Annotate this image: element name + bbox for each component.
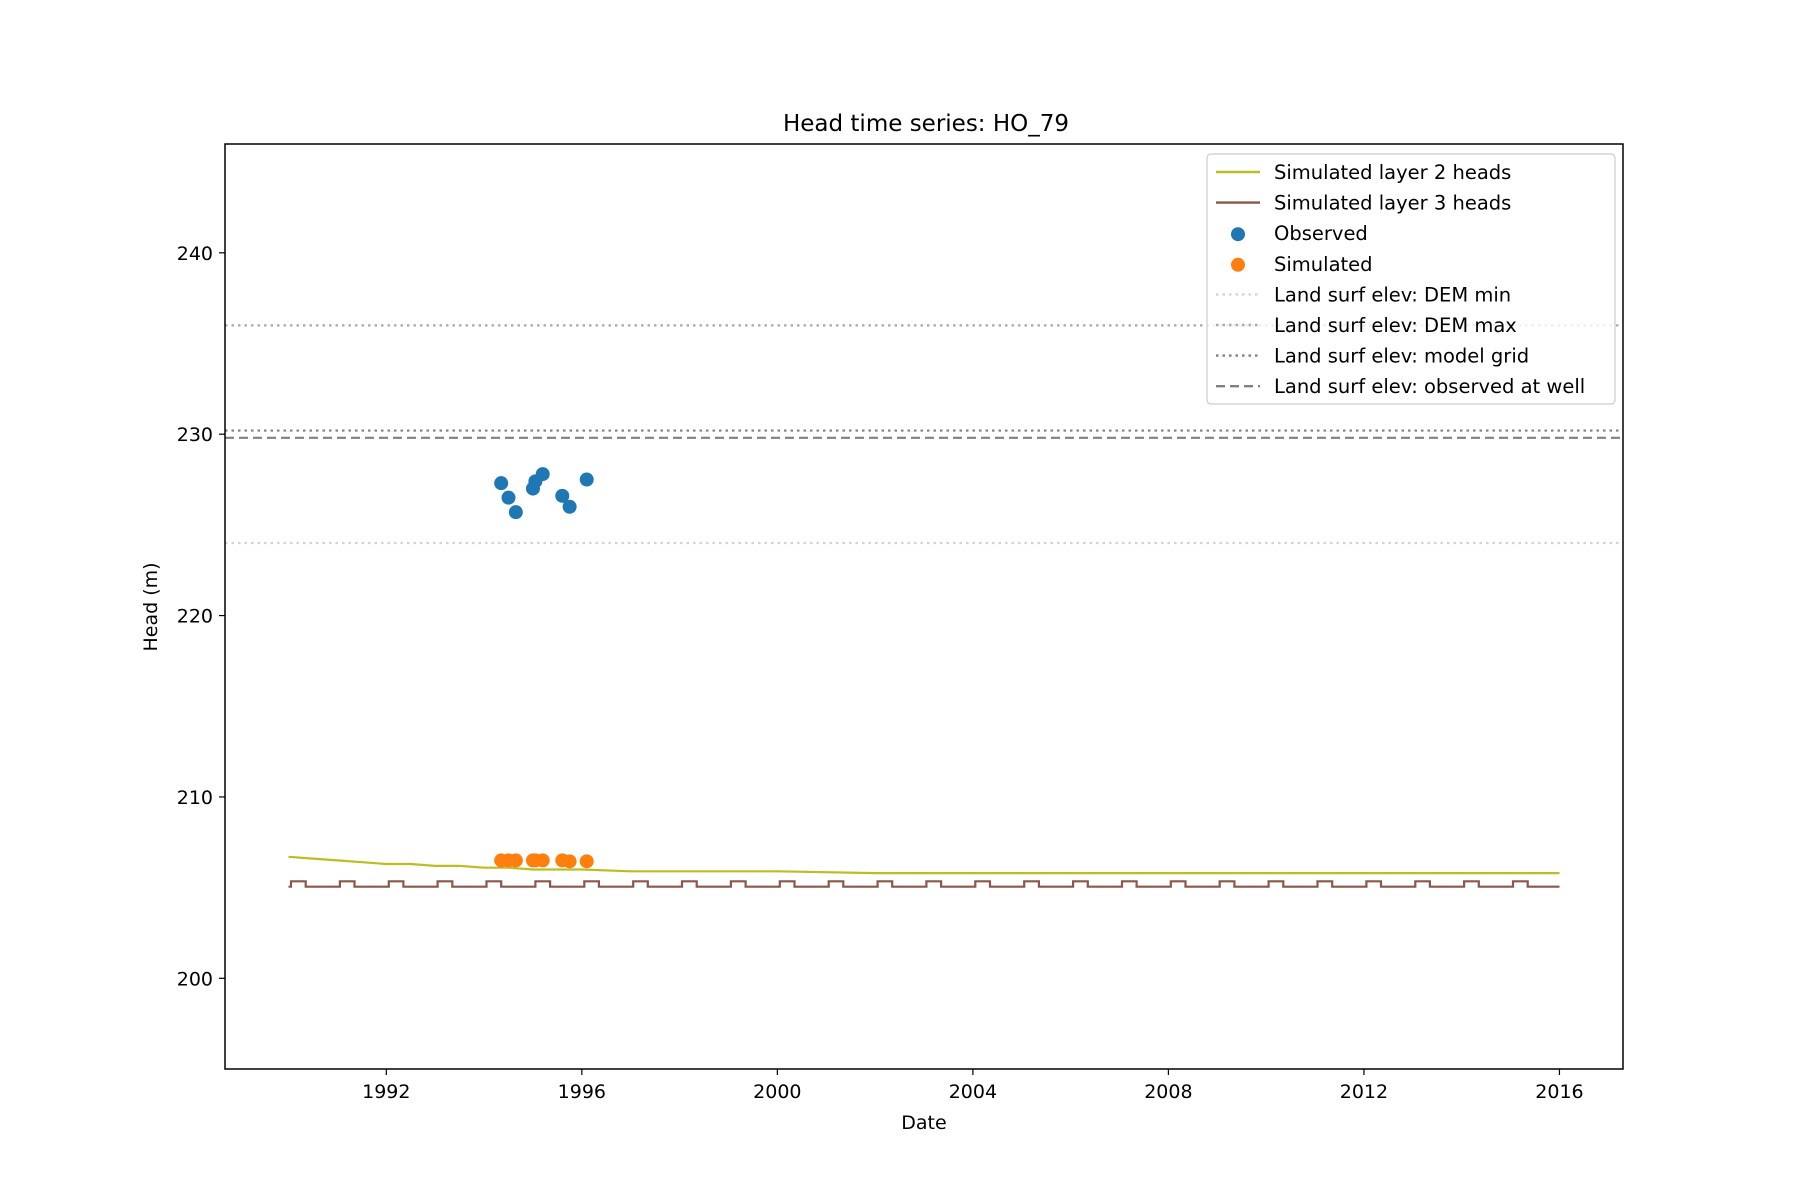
- observed-point: [555, 488, 570, 503]
- y-tick-label: 240: [177, 243, 213, 265]
- plot-area: [225, 324, 1623, 888]
- legend-label-land-surf-elev-dem-max: Land surf elev: DEM max: [1274, 314, 1517, 337]
- legend-marker-observed: [1231, 227, 1245, 242]
- x-tick-label: 1996: [558, 1081, 606, 1103]
- observed-point: [562, 499, 577, 514]
- x-tick-label: 1992: [362, 1081, 410, 1103]
- observed-point: [494, 476, 509, 491]
- x-tick-label: 2012: [1340, 1081, 1388, 1103]
- legend-label-land-surf-elev-observed-at-well: Land surf elev: observed at well: [1274, 375, 1585, 398]
- simulated-point: [508, 853, 523, 868]
- y-axis-label: Head (m): [140, 562, 162, 651]
- legend-label-observed: Observed: [1274, 222, 1368, 245]
- simulated-point: [562, 854, 577, 869]
- simulated-point: [579, 854, 594, 869]
- simulated-layer-2-heads-line: [288, 855, 1560, 875]
- x-tick-label: 2016: [1535, 1081, 1583, 1103]
- legend-label-simulated-layer-3-heads: Simulated layer 3 heads: [1274, 192, 1511, 215]
- chart-title: Head time series: HO_79: [783, 111, 1069, 137]
- simulated-layer-3-heads-line: [288, 880, 1560, 888]
- y-tick-label: 220: [177, 606, 213, 628]
- series-points: [494, 467, 594, 869]
- legend-marker-simulated: [1231, 257, 1245, 272]
- y-axis: 200 210 220 230 240: [177, 243, 225, 990]
- legend-label-land-surf-elev-model-grid: Land surf elev: model grid: [1274, 345, 1529, 368]
- observed-point: [535, 467, 550, 482]
- y-tick-label: 230: [177, 424, 213, 446]
- legend-label-land-surf-elev-dem-min: Land surf elev: DEM min: [1274, 283, 1511, 306]
- simulated-point: [535, 853, 550, 868]
- series-lines: [288, 855, 1560, 888]
- observed-point: [579, 472, 594, 487]
- x-tick-label: 2000: [753, 1081, 801, 1103]
- x-tick-label: 2008: [1144, 1081, 1192, 1103]
- y-tick-label: 210: [177, 787, 213, 809]
- observed-point: [501, 490, 516, 505]
- x-axis: 1992 1996 2000 2004 2008 2012 2016: [362, 1069, 1584, 1103]
- observed-point: [508, 505, 523, 520]
- legend-label-simulated: Simulated: [1274, 253, 1373, 276]
- plot-frame: [224, 143, 1624, 1070]
- legend-label-simulated-layer-2-heads: Simulated layer 2 heads: [1274, 161, 1511, 184]
- x-tick-label: 2004: [949, 1081, 997, 1103]
- x-axis-label: Date: [901, 1112, 946, 1134]
- legend-box: [1206, 153, 1616, 405]
- y-tick-label: 200: [177, 968, 213, 990]
- legend: Simulated layer 2 heads Simulated layer 3…: [1206, 153, 1616, 405]
